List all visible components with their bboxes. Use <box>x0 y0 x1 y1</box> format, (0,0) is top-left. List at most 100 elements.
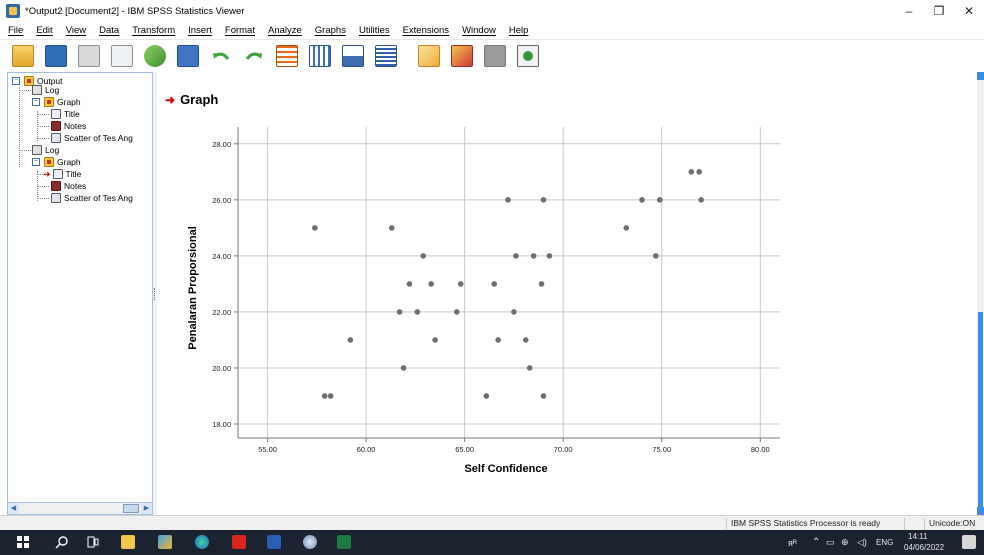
notifications-icon[interactable] <box>962 535 976 549</box>
y-tick-label: 28.00 <box>212 140 231 149</box>
tree-item-log[interactable]: Log <box>32 144 59 156</box>
tree-item-notes[interactable]: Notes <box>51 120 86 132</box>
scatter-point <box>428 281 434 287</box>
goto-case-icon[interactable] <box>309 45 331 67</box>
tree-item-scatter[interactable]: Scatter of Tes Ang <box>51 192 133 204</box>
scroll-left-icon[interactable]: ◀ <box>8 503 19 514</box>
x-tick-label: 80.00 <box>751 445 770 454</box>
redo-icon[interactable] <box>243 45 265 67</box>
menu-transform[interactable]: Transform <box>132 25 176 36</box>
spss-viewer-icon[interactable] <box>303 535 317 549</box>
tree-item-label: Notes <box>64 181 87 191</box>
menu-analyze[interactable]: Analyze <box>267 25 302 36</box>
undo-icon[interactable] <box>210 45 232 67</box>
excel-icon[interactable] <box>337 535 351 549</box>
output-heading: ➜ Graph <box>165 92 218 107</box>
y-axis-label: Penalaran Proporsional <box>187 226 199 349</box>
scroll-up-icon[interactable] <box>977 72 984 80</box>
y-tick-label: 22.00 <box>212 308 231 317</box>
tree-item-graph[interactable]: − Graph <box>32 156 81 168</box>
print-icon[interactable] <box>78 45 100 67</box>
menu-utilities[interactable]: Utilities <box>358 25 390 36</box>
content-vertical-scrollbar[interactable] <box>977 72 984 515</box>
battery-icon[interactable]: ▭ <box>826 537 835 547</box>
menu-graphs[interactable]: Graphs <box>314 25 346 36</box>
tree-item-title-selected[interactable]: ➜ Title <box>43 168 81 180</box>
recall-dialog-icon[interactable] <box>177 45 199 67</box>
menu-help[interactable]: Help <box>508 25 529 36</box>
scatter-point <box>388 225 395 231</box>
tree-item-notes[interactable]: Notes <box>51 180 86 192</box>
tree-item-label: Title <box>64 109 80 119</box>
search-icon[interactable] <box>55 535 69 549</box>
user-indicator: ᴙᴿ <box>788 538 797 548</box>
tree-item-output[interactable]: − Output <box>12 75 63 87</box>
spss-taskbar-icon[interactable] <box>158 535 172 549</box>
scatter-point <box>698 197 704 203</box>
export-icon[interactable] <box>144 45 166 67</box>
network-icon[interactable]: ⊕ <box>841 537 849 547</box>
x-tick-label: 65.00 <box>455 445 474 454</box>
clock-time[interactable]: 14:11 <box>908 532 928 541</box>
print-preview-icon[interactable] <box>111 45 133 67</box>
current-item-arrow-icon: ➜ <box>165 92 176 107</box>
save-icon[interactable] <box>45 45 67 67</box>
collapse-icon[interactable]: − <box>12 77 20 85</box>
tree-item-scatter[interactable]: Scatter of Tes Ang <box>51 132 133 144</box>
designate-window-icon[interactable] <box>418 45 440 67</box>
menu-window[interactable]: Window <box>462 25 496 36</box>
pane-splitter[interactable] <box>153 72 157 515</box>
language-indicator[interactable]: ENG <box>876 538 894 547</box>
menu-file[interactable]: File <box>8 25 24 36</box>
scatter-point <box>321 393 328 399</box>
open-folder-icon[interactable] <box>12 45 34 67</box>
menu-edit[interactable]: Edit <box>36 25 53 36</box>
minimize-button[interactable]: – <box>905 4 913 18</box>
menu-insert[interactable]: Insert <box>188 25 212 36</box>
hide-icon[interactable] <box>484 45 506 67</box>
scatter-point <box>327 393 334 399</box>
scroll-thumb[interactable] <box>123 504 139 513</box>
scatter-chart[interactable]: 55.00 60.00 65.00 70.00 75.00 80.00 18.00 20.00… <box>180 122 780 482</box>
acrobat-icon[interactable] <box>232 535 246 549</box>
show-icon[interactable] <box>517 45 539 67</box>
toolbar <box>0 40 984 72</box>
insert-output-icon[interactable] <box>451 45 473 67</box>
goto-variable-icon[interactable] <box>342 45 364 67</box>
windows-start-icon[interactable] <box>16 535 30 549</box>
scatter-icon <box>51 193 61 203</box>
tree-item-label: Output <box>37 76 63 86</box>
variables-icon[interactable] <box>375 45 397 67</box>
menu-data[interactable]: Data <box>99 25 120 36</box>
tray-chevron-icon[interactable]: ⌃ <box>812 537 821 548</box>
outline-horizontal-scrollbar[interactable]: ◀ ▶ <box>7 502 153 515</box>
tree-item-title[interactable]: Title <box>51 108 80 120</box>
status-bar: IBM SPSS Statistics Processor is ready U… <box>0 515 984 530</box>
scroll-down-icon[interactable] <box>977 507 984 515</box>
splitter-grip-icon <box>154 288 156 300</box>
menu-view[interactable]: View <box>65 25 87 36</box>
menu-format[interactable]: Format <box>224 25 255 36</box>
tree-item-log[interactable]: Log <box>32 84 59 96</box>
edge-icon[interactable] <box>195 535 209 549</box>
volume-icon[interactable]: ◁) <box>857 537 867 547</box>
tree-item-label: Scatter of Tes Ang <box>64 193 133 203</box>
close-button[interactable]: ✕ <box>963 4 975 18</box>
word-icon[interactable] <box>267 535 281 549</box>
file-explorer-icon[interactable] <box>121 535 135 549</box>
collapse-icon[interactable]: − <box>32 158 40 166</box>
restore-button[interactable]: ❐ <box>933 4 945 18</box>
scatter-point <box>312 225 318 231</box>
goto-data-icon[interactable] <box>276 45 298 67</box>
tree-item-graph[interactable]: − Graph <box>32 96 81 108</box>
data-points <box>312 169 704 399</box>
collapse-icon[interactable]: − <box>32 98 40 106</box>
scatter-point <box>483 393 490 399</box>
scroll-right-icon[interactable]: ▶ <box>141 503 152 514</box>
scroll-thumb[interactable] <box>978 312 983 512</box>
outline-pane: − Output Log − Graph Title Notes Scatter… <box>7 72 153 515</box>
window-controls: – ❐ ✕ <box>894 0 984 22</box>
menu-extensions[interactable]: Extensions <box>402 25 450 36</box>
task-view-icon[interactable] <box>86 535 100 549</box>
clock-date[interactable]: 04/06/2022 <box>904 543 945 552</box>
